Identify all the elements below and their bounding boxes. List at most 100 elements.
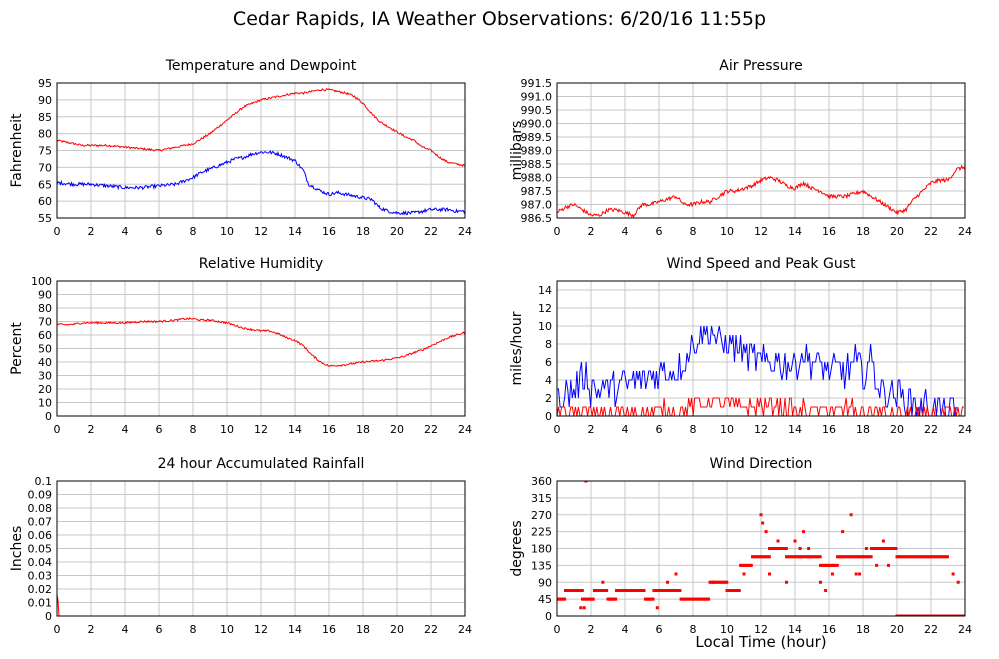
direction-point [774, 547, 778, 550]
direction-point [690, 597, 694, 601]
direction-point [591, 597, 595, 601]
direction-point [916, 614, 920, 616]
y-axis-label: Fahrenheit [9, 113, 25, 188]
plot-area [557, 481, 965, 616]
plot-frame [556, 82, 966, 219]
plot-area [557, 164, 965, 218]
direction-point [932, 555, 936, 559]
direction-point [693, 597, 697, 601]
direction-point [570, 589, 574, 592]
direction-point [674, 572, 678, 576]
direction-point [889, 547, 893, 550]
direction-point [621, 589, 625, 592]
direction-point [609, 597, 613, 601]
direction-point [843, 555, 847, 559]
x-tick-label: 4 [122, 623, 129, 636]
direction-point [717, 580, 721, 584]
direction-point [891, 547, 895, 550]
direction-point [942, 614, 946, 616]
direction-point [855, 555, 859, 559]
direction-point [909, 555, 913, 559]
direction-point [912, 614, 916, 616]
direction-point [784, 547, 788, 550]
y-tick-label: 14 [538, 284, 552, 297]
direction-point [822, 563, 826, 567]
direction-point [664, 589, 668, 592]
x-tick-label: 12 [254, 623, 268, 636]
chart-title: Wind Direction [710, 456, 813, 472]
direction-point [778, 547, 782, 550]
direction-point [602, 589, 606, 592]
direction-point [777, 547, 781, 550]
direction-point [858, 555, 862, 559]
direction-point [824, 589, 828, 592]
y-tick-label: 10 [538, 320, 552, 333]
direction-point [579, 589, 583, 592]
y-tick-label: 95 [38, 77, 52, 90]
direction-point [636, 589, 640, 592]
x-tick-label: 2 [88, 225, 95, 238]
series-line [57, 150, 465, 216]
direction-point [725, 589, 729, 592]
direction-point [945, 555, 949, 559]
x-tick-label: 18 [856, 225, 870, 238]
direction-point [798, 555, 802, 559]
direction-point [926, 555, 930, 559]
x-tick-label: 14 [288, 423, 302, 436]
direction-point [650, 597, 654, 601]
direction-point [652, 589, 656, 592]
direction-point [768, 547, 771, 550]
direction-point [597, 589, 601, 592]
direction-point [849, 513, 853, 517]
direction-point [807, 547, 811, 550]
direction-point [933, 555, 937, 559]
direction-point [740, 563, 744, 567]
direction-point [573, 589, 577, 592]
direction-point [875, 563, 879, 567]
direction-point [565, 589, 569, 592]
direction-point [863, 555, 867, 559]
x-tick-label: 16 [322, 623, 336, 636]
x-tick-label: 22 [424, 225, 438, 238]
direction-point [728, 589, 732, 592]
direction-point [912, 555, 916, 559]
direction-point [811, 555, 815, 559]
direction-point [682, 597, 686, 601]
direction-point [564, 589, 567, 592]
direction-point [938, 555, 942, 559]
direction-point [851, 555, 855, 559]
direction-point [720, 580, 724, 584]
direction-point [932, 614, 936, 616]
direction-point [915, 614, 919, 616]
x-tick-label: 4 [122, 423, 129, 436]
direction-point [579, 606, 583, 610]
direction-point [913, 614, 917, 616]
direction-point [938, 614, 942, 616]
x-tick-label: 4 [622, 423, 629, 436]
y-tick-label: 989.5 [521, 131, 553, 144]
y-tick-label: 0.05 [28, 543, 53, 556]
direction-point [888, 547, 892, 550]
y-tick-label: 55 [38, 212, 52, 225]
x-tick-label: 14 [788, 623, 802, 636]
direction-point [656, 589, 660, 592]
direction-point [560, 597, 564, 601]
direction-point [897, 555, 901, 559]
y-tick-label: 0.08 [28, 502, 53, 515]
y-tick-label: 986.5 [521, 212, 553, 225]
direction-point [619, 589, 623, 592]
direction-point [608, 597, 612, 601]
direction-point [877, 547, 881, 550]
direction-point [624, 589, 628, 592]
direction-point [666, 589, 670, 592]
x-tick-label: 4 [622, 623, 629, 636]
direction-point [755, 555, 759, 559]
series-line [57, 88, 465, 167]
direction-point [839, 555, 843, 559]
x-tick-label: 2 [588, 225, 595, 238]
direction-point [757, 555, 761, 559]
direction-point [803, 555, 807, 559]
y-tick-label: 990.0 [521, 118, 553, 131]
y-tick-label: 0.02 [28, 583, 53, 596]
